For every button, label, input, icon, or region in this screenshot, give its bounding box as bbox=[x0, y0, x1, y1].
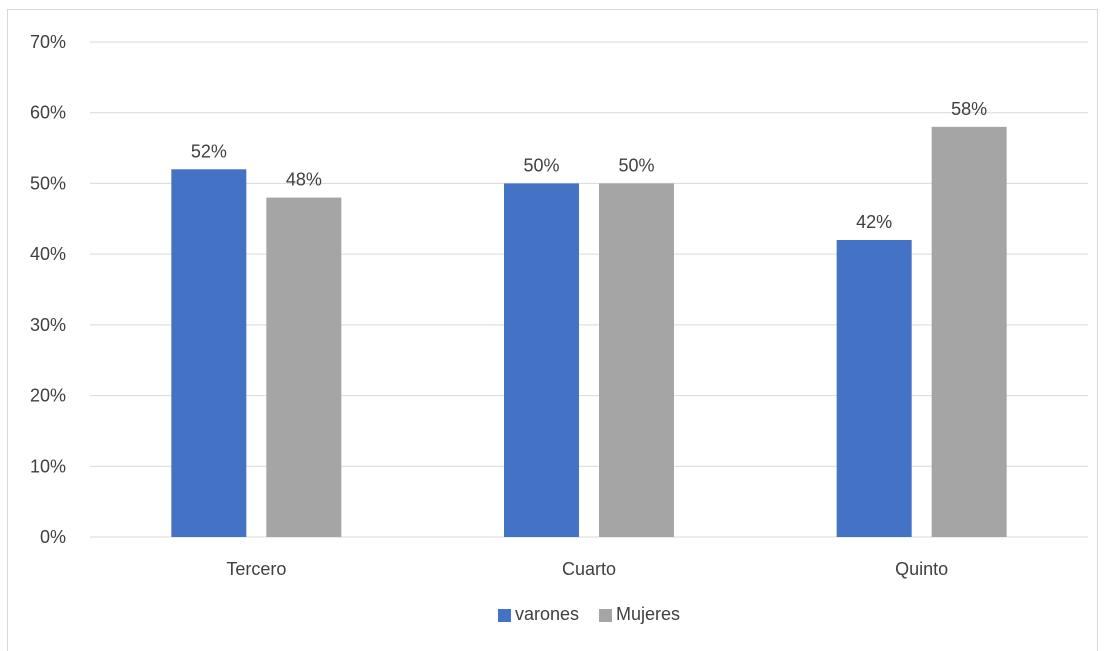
data-label: 48% bbox=[286, 170, 322, 190]
legend-swatch bbox=[497, 609, 511, 622]
category-label: Tercero bbox=[226, 559, 286, 579]
legend: varones Mujeres bbox=[497, 604, 680, 624]
y-axis-tick-labels: 0% 10% 20% 30% 40% 50% 60% 70% bbox=[30, 32, 66, 547]
gridlines bbox=[90, 41, 1088, 538]
legend-item: Mujeres bbox=[599, 604, 680, 624]
y-tick-label: 0% bbox=[40, 527, 66, 547]
data-labels: 52% 48% 50% 50% 42% 58% bbox=[191, 99, 987, 232]
y-tick-label: 10% bbox=[30, 456, 66, 476]
bar-varones-tercero bbox=[171, 169, 247, 538]
data-label: 50% bbox=[618, 155, 654, 175]
legend-swatch bbox=[599, 609, 613, 622]
category-labels: Tercero Cuarto Quinto bbox=[226, 559, 948, 579]
y-tick-label: 30% bbox=[30, 315, 66, 335]
bar-mujeres-cuarto bbox=[599, 183, 674, 537]
legend-label: Mujeres bbox=[616, 604, 680, 624]
category-label: Quinto bbox=[895, 559, 948, 579]
y-tick-label: 70% bbox=[30, 32, 66, 52]
data-label: 42% bbox=[856, 212, 892, 232]
bar-varones-cuarto bbox=[504, 183, 579, 537]
bar-mujeres-quinto bbox=[931, 126, 1007, 537]
y-tick-label: 40% bbox=[30, 244, 66, 264]
bars bbox=[171, 126, 1007, 538]
legend-item: varones bbox=[497, 604, 579, 624]
data-label: 58% bbox=[951, 99, 987, 119]
category-label: Cuarto bbox=[562, 559, 616, 579]
legend-label: varones bbox=[515, 604, 579, 624]
y-tick-label: 20% bbox=[30, 386, 66, 406]
data-label: 52% bbox=[191, 141, 227, 161]
bar-varones-quinto bbox=[836, 240, 912, 537]
data-label: 50% bbox=[523, 155, 559, 175]
y-tick-label: 60% bbox=[30, 103, 66, 123]
bar-mujeres-tercero bbox=[266, 197, 342, 538]
y-tick-label: 50% bbox=[30, 173, 66, 193]
